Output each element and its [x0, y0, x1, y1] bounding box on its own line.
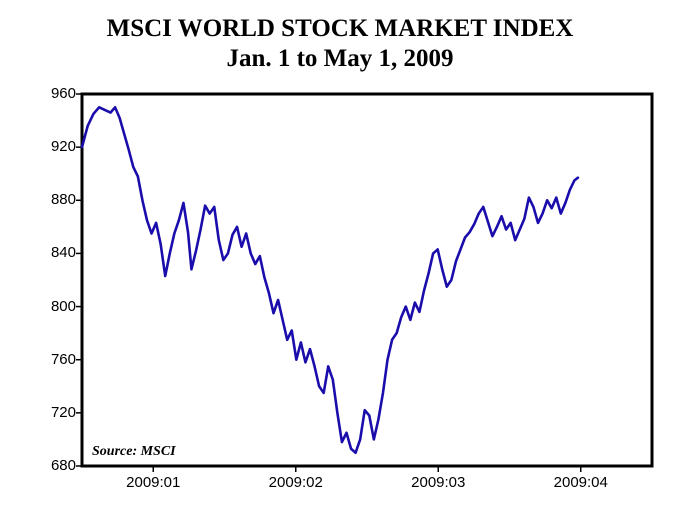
x-tick-label: 2009:04	[554, 474, 608, 491]
y-tick-label: 800	[42, 298, 76, 315]
title-line-1: MSCI WORLD STOCK MARKET INDEX	[0, 14, 680, 44]
chart-container: MSCI WORLD STOCK MARKET INDEX Jan. 1 to …	[0, 0, 680, 530]
x-tick-label: 2009:03	[411, 474, 465, 491]
x-tick-label: 2009:01	[126, 474, 180, 491]
title-line-2: Jan. 1 to May 1, 2009	[0, 44, 680, 74]
source-label: Source: MSCI	[92, 444, 176, 460]
y-tick-label: 960	[42, 85, 76, 102]
y-tick-label: 760	[42, 351, 76, 368]
x-tick-label: 2009:02	[269, 474, 323, 491]
y-tick-label: 840	[42, 244, 76, 261]
y-tick-label: 920	[42, 138, 76, 155]
chart-area: 680 720 760 800 840 880 920 960 2009:01 2009:02 2…	[40, 88, 660, 508]
chart-title: MSCI WORLD STOCK MARKET INDEX Jan. 1 to …	[0, 0, 680, 74]
y-tick-label: 720	[42, 404, 76, 421]
y-tick-label: 680	[42, 457, 76, 474]
y-tick-label: 880	[42, 191, 76, 208]
